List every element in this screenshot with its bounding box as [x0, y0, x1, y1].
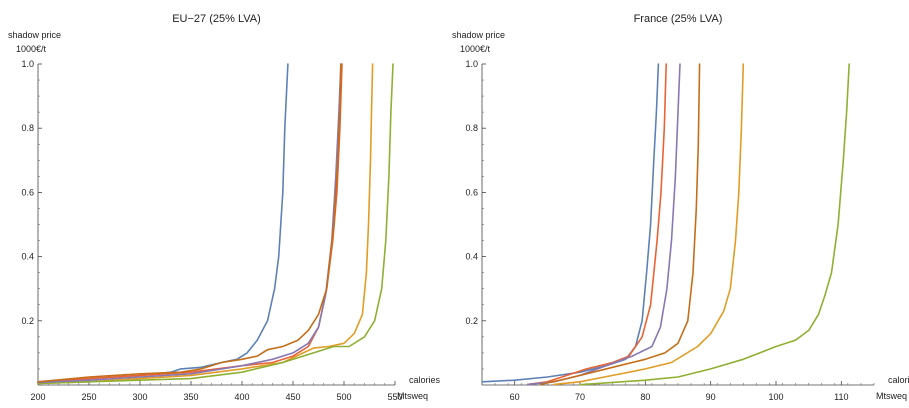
x-tick-label: 60 — [510, 392, 520, 402]
series-line-4 — [540, 63, 701, 386]
y-tick-label: 0.6 — [465, 187, 478, 197]
y-tick-label: 0.4 — [21, 252, 34, 262]
x-axis-label: calories — [409, 375, 441, 385]
y-tick-label: 0.6 — [21, 187, 34, 197]
series-line-6 — [579, 63, 850, 386]
series-line-3 — [37, 63, 394, 385]
series-line-4 — [37, 63, 343, 384]
x-axis-unit: Mtsweq — [397, 391, 428, 401]
x-tick-label: 300 — [132, 392, 147, 402]
series-line-2 — [37, 63, 374, 385]
y-tick-label: 1.0 — [465, 59, 478, 69]
y-axis-label: shadow price — [8, 30, 61, 40]
chart-title: France (25% LVA) — [634, 13, 723, 25]
x-axis-unit: Mtsweq — [876, 391, 907, 401]
y-axis-unit: 1000€/t — [16, 44, 47, 54]
y-axis-unit: 1000€/t — [460, 44, 491, 54]
x-tick-label: 550 — [387, 392, 402, 402]
y-tick-label: 0.2 — [465, 316, 478, 326]
x-tick-label: 400 — [234, 392, 249, 402]
chart-title: EU−27 (25% LVA) — [172, 13, 261, 25]
series-line-2 — [526, 63, 667, 386]
chart-2: France (25% LVA) shadow price 1000€/t calor… — [452, 13, 909, 402]
x-tick-label: 100 — [768, 392, 783, 402]
series-line-5 — [553, 63, 745, 386]
y-tick-label: 1.0 — [21, 59, 34, 69]
x-tick-label: 70 — [575, 392, 585, 402]
y-tick-label: 0.8 — [465, 123, 478, 133]
series-line-5 — [37, 63, 342, 384]
x-tick-label: 80 — [640, 392, 650, 402]
series-line-1 — [481, 63, 660, 383]
x-tick-label: 110 — [834, 392, 848, 402]
series-line-6 — [37, 63, 342, 383]
x-tick-label: 500 — [336, 392, 351, 402]
x-axis-label: calories — [888, 375, 909, 385]
chart-1: EU−27 (25% LVA) shadow price 1000€/t calori… — [8, 13, 441, 402]
y-tick-label: 0.4 — [465, 252, 478, 262]
x-tick-label: 350 — [183, 392, 198, 402]
y-tick-label: 0.2 — [21, 316, 34, 326]
x-tick-label: 250 — [81, 392, 96, 402]
y-tick-label: 0.8 — [21, 123, 34, 133]
x-tick-label: 450 — [285, 392, 300, 402]
x-tick-label: 200 — [30, 392, 45, 402]
y-axis-label: shadow price — [452, 30, 505, 40]
series-line-1 — [37, 63, 289, 383]
x-tick-label: 90 — [706, 392, 716, 402]
